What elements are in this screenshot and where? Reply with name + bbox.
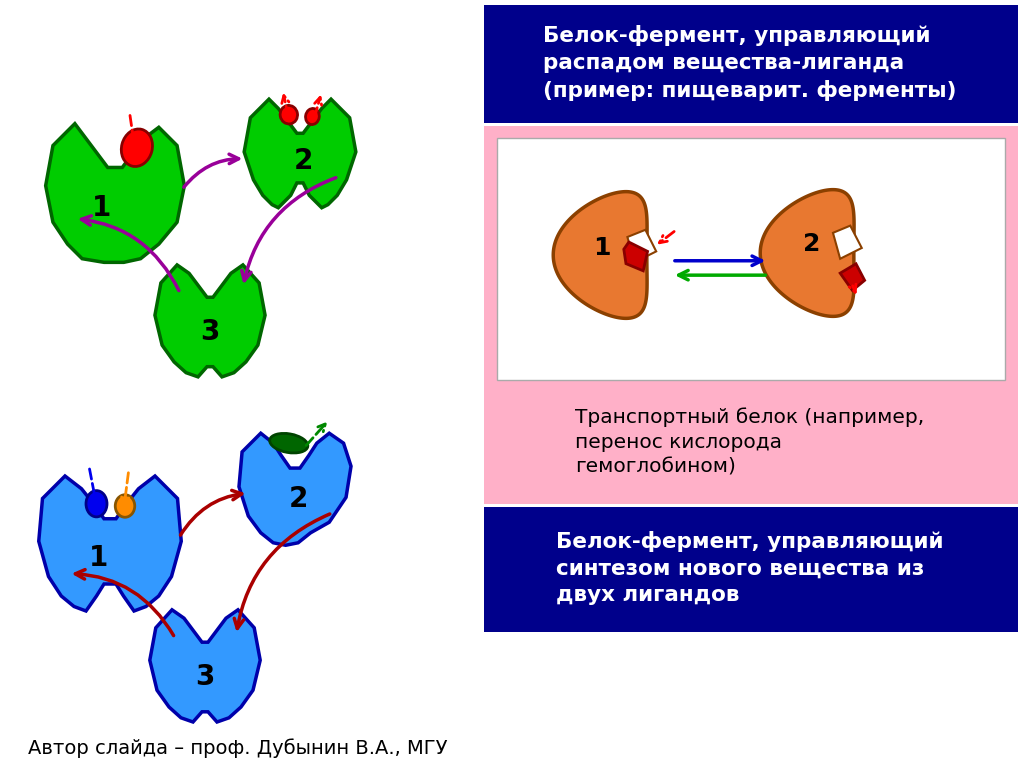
Ellipse shape bbox=[86, 491, 106, 517]
Polygon shape bbox=[553, 192, 647, 318]
Text: 2: 2 bbox=[803, 232, 820, 256]
FancyBboxPatch shape bbox=[484, 507, 1018, 632]
FancyBboxPatch shape bbox=[497, 138, 1005, 380]
Polygon shape bbox=[840, 264, 864, 291]
Polygon shape bbox=[624, 242, 647, 271]
Polygon shape bbox=[150, 610, 260, 722]
Ellipse shape bbox=[281, 105, 298, 124]
Polygon shape bbox=[628, 230, 656, 262]
Ellipse shape bbox=[116, 495, 135, 517]
Polygon shape bbox=[833, 225, 862, 258]
Text: Белок-фермент, управляющий
синтезом нового вещества из
двух лигандов: Белок-фермент, управляющий синтезом ново… bbox=[556, 531, 944, 605]
Ellipse shape bbox=[121, 129, 153, 166]
Text: 1: 1 bbox=[594, 235, 611, 260]
FancyBboxPatch shape bbox=[484, 126, 1018, 504]
Text: 1: 1 bbox=[92, 193, 112, 222]
Text: Транспортный белок (например,
перенос кислорода
гемоглобином): Транспортный белок (например, перенос ки… bbox=[575, 407, 925, 477]
Text: 2: 2 bbox=[289, 486, 308, 513]
Text: 2: 2 bbox=[294, 147, 312, 175]
Ellipse shape bbox=[269, 433, 308, 453]
Text: Белок-фермент, управляющий
распадом вещества-лиганда
(пример: пищеварит. фермент: Белок-фермент, управляющий распадом веще… bbox=[544, 25, 956, 100]
Polygon shape bbox=[239, 433, 351, 545]
FancyBboxPatch shape bbox=[484, 5, 1018, 123]
Polygon shape bbox=[39, 476, 181, 611]
Ellipse shape bbox=[305, 108, 319, 124]
Text: 1: 1 bbox=[89, 545, 109, 572]
Polygon shape bbox=[760, 189, 854, 316]
Polygon shape bbox=[155, 265, 265, 377]
Polygon shape bbox=[46, 123, 184, 262]
Text: Автор слайда – проф. Дубынин В.А., МГУ: Автор слайда – проф. Дубынин В.А., МГУ bbox=[28, 738, 447, 758]
Polygon shape bbox=[244, 99, 356, 208]
Text: 3: 3 bbox=[196, 663, 215, 691]
Text: 3: 3 bbox=[201, 318, 220, 346]
